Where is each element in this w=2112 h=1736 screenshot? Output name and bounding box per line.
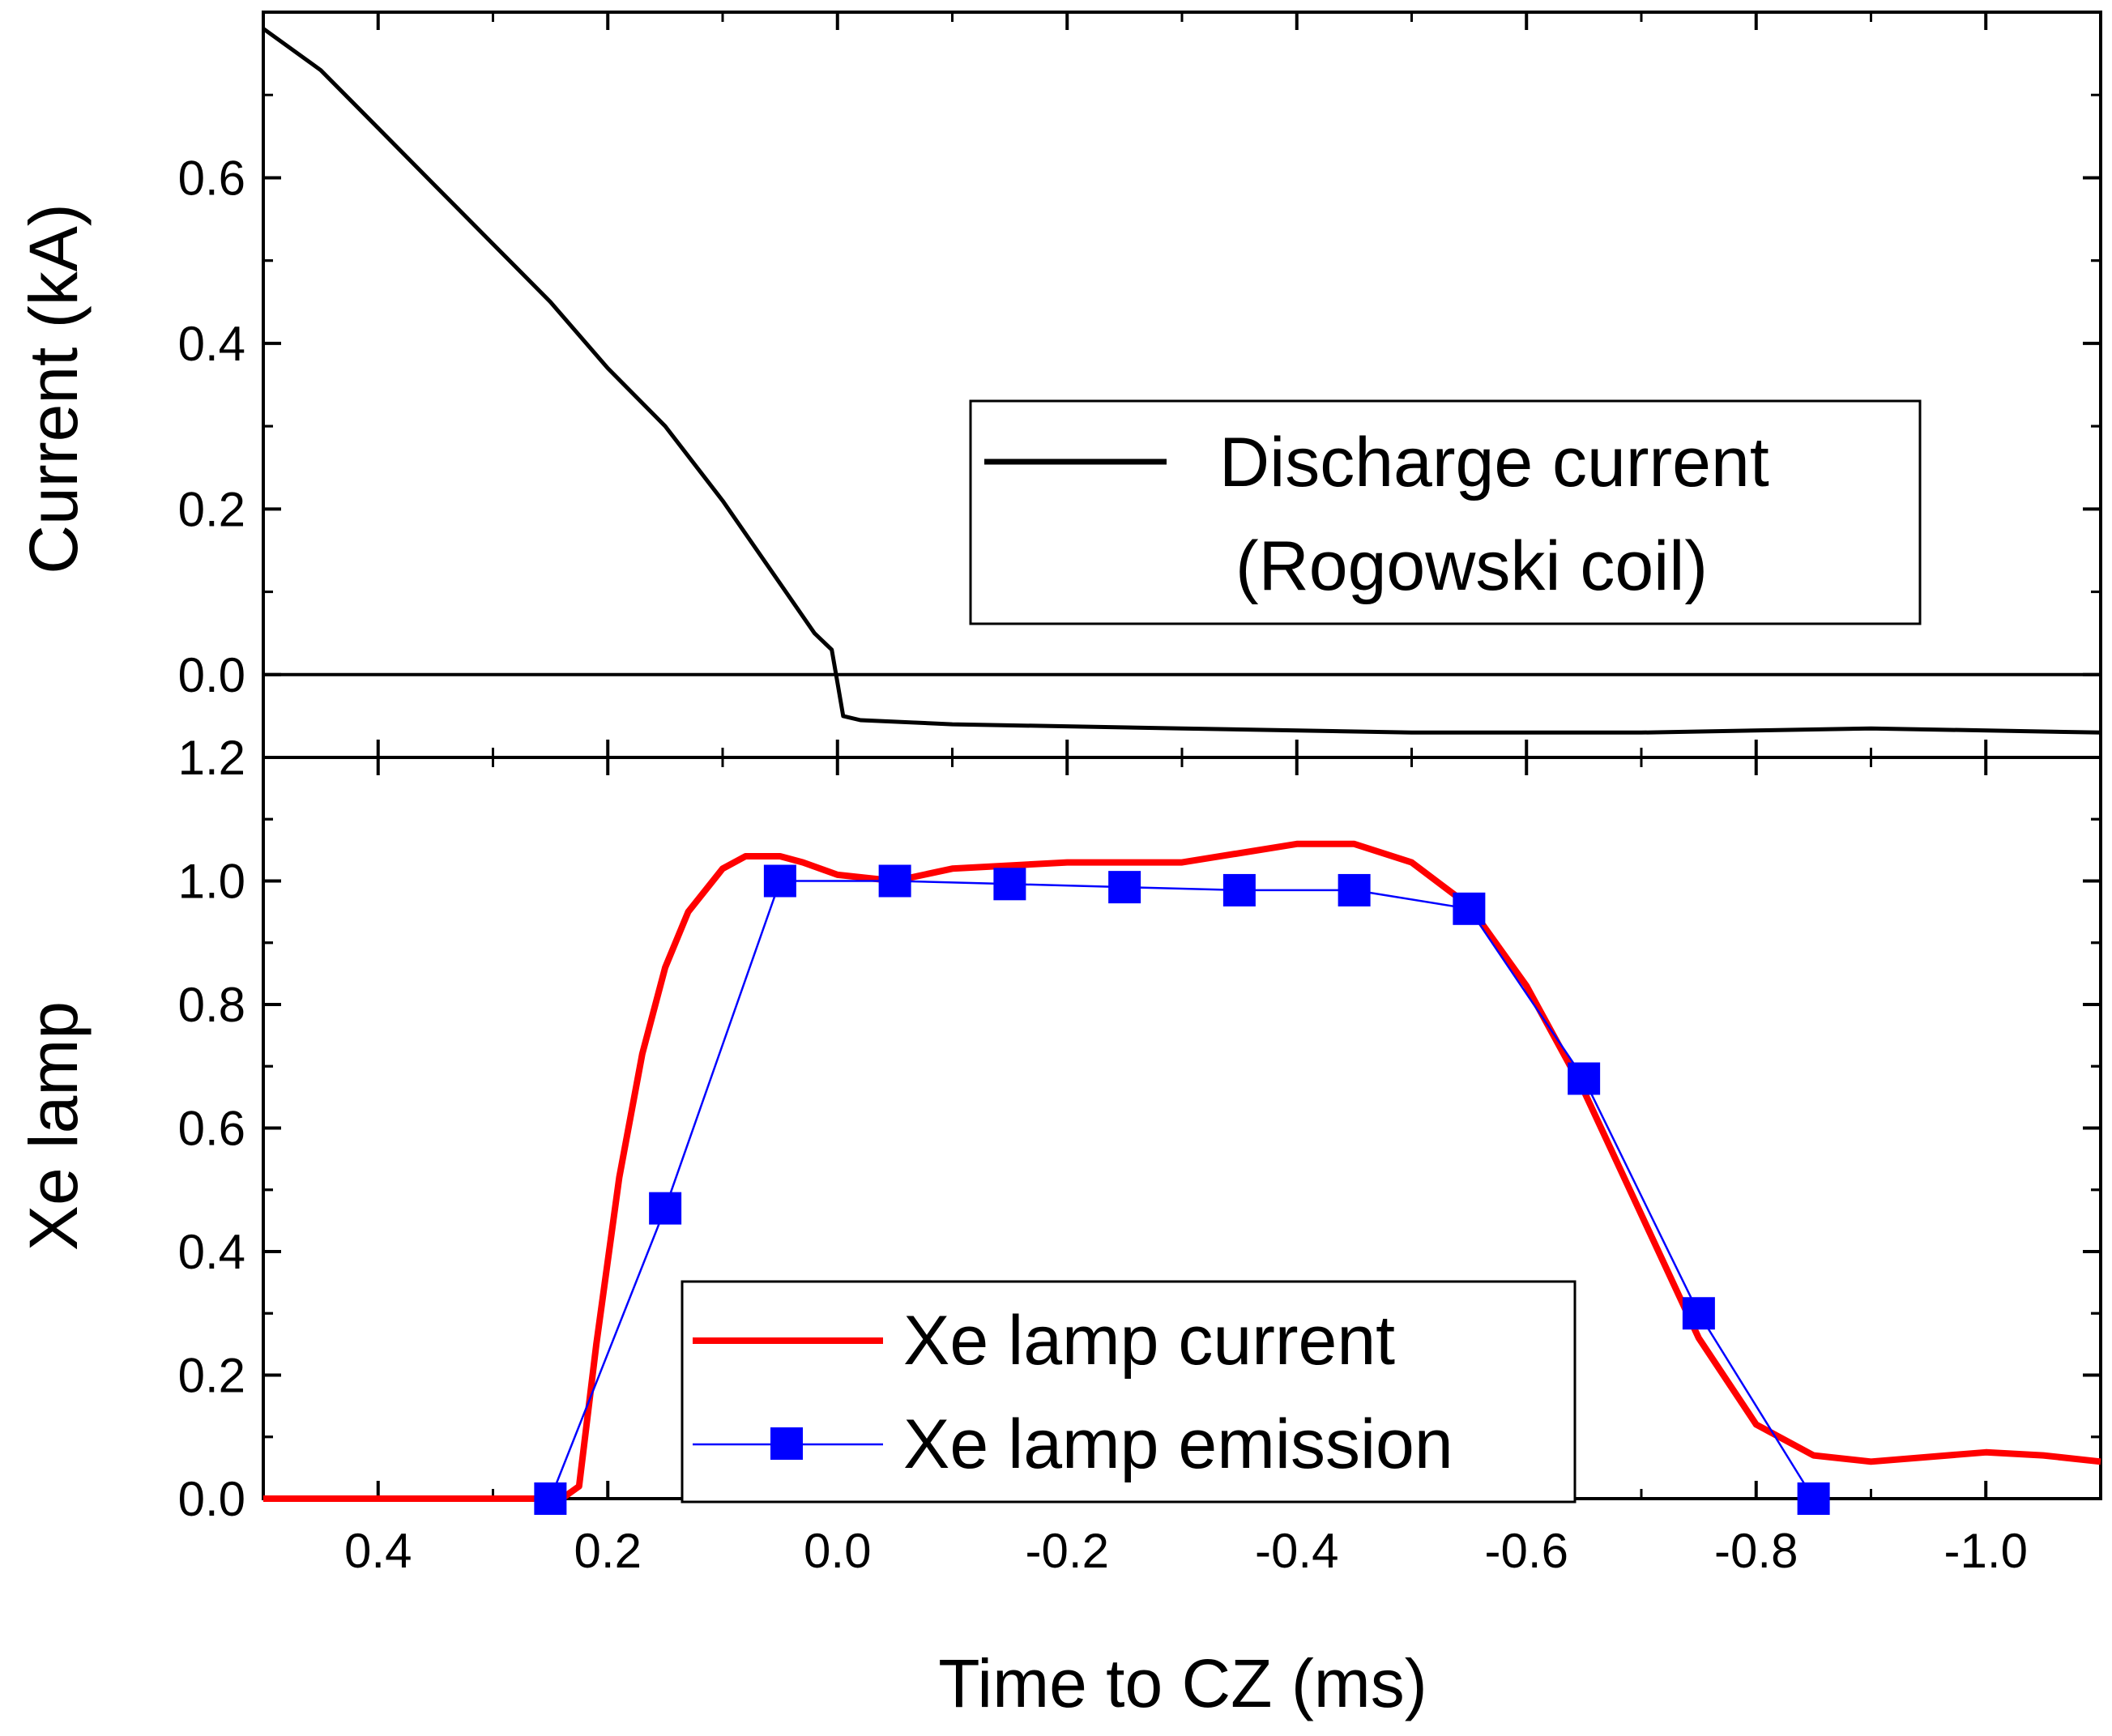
- panel-1-ytick-label: 0.0: [178, 648, 245, 702]
- xtick-label: 0.2: [574, 1524, 642, 1578]
- emission-marker: [1797, 1482, 1830, 1515]
- xtick-label: -0.4: [1255, 1524, 1338, 1578]
- legend-entry-xe-lamp-current: Xe lamp current: [903, 1302, 1395, 1380]
- emission-marker: [878, 864, 911, 898]
- legend-bottom: Xe lamp current Xe lamp emission: [681, 1280, 1577, 1504]
- legend-entry-discharge-current: Discharge current: [1219, 424, 1769, 501]
- series-line-1-0: [263, 840, 2101, 1502]
- legend-bottom-box: [681, 1280, 1577, 1504]
- top-y-axis-title: Current (kA): [15, 203, 92, 574]
- emission-marker: [534, 1482, 567, 1515]
- emission-marker: [1568, 1062, 1601, 1095]
- panel-2-ytick-label: 0.0: [178, 1472, 245, 1526]
- x-axis-title: Time to CZ (ms): [938, 1645, 1427, 1721]
- panel-2-ytick-label: 0.2: [178, 1349, 245, 1403]
- xtick-label: -0.2: [1026, 1524, 1109, 1578]
- emission-marker: [763, 864, 796, 898]
- panel-2-ytick-label: 0.8: [178, 978, 245, 1032]
- panel-1-ytick-label: 0.6: [178, 151, 245, 205]
- emission-marker: [1108, 871, 1141, 904]
- xtick-label: 0.0: [804, 1524, 871, 1578]
- xtick-label: -0.6: [1485, 1524, 1568, 1578]
- legend-top: Discharge current (Rogowski coil): [969, 399, 1922, 625]
- emission-marker: [1222, 873, 1256, 906]
- bottom-y-axis-title: Xe lamp: [15, 1001, 92, 1251]
- panel-1-ytick-label: 0.2: [178, 482, 245, 536]
- xtick-label: -0.8: [1714, 1524, 1798, 1578]
- emission-marker: [649, 1192, 682, 1225]
- legend-entry-xe-lamp-emission: Xe lamp emission: [903, 1405, 1453, 1483]
- top-panel: 0.0 0.2 0.4 0.6: [178, 11, 2102, 759]
- series-line-1-1: [549, 880, 1815, 1499]
- legend-entry-rogowski-coil: (Rogowski coil): [1235, 527, 1708, 605]
- emission-marker: [1453, 892, 1486, 925]
- emission-marker: [993, 868, 1026, 901]
- panel-2-ytick-label: 1.0: [178, 855, 245, 909]
- panel-2-ytick-label: 0.4: [178, 1225, 245, 1279]
- panel-2-ytick-label: 0.6: [178, 1102, 245, 1156]
- panel-2-ytick-label: 1.2: [178, 731, 245, 785]
- panel-1-frame: [262, 11, 2102, 759]
- legend-swatch-xe-lamp-emission-marker: [770, 1427, 803, 1460]
- series-line-0-0: [262, 27, 2101, 735]
- legend-top-box: [969, 399, 1922, 625]
- panel-1-ytick-label: 0.4: [178, 317, 245, 371]
- emission-marker: [1338, 873, 1371, 906]
- xtick-label: 0.4: [344, 1524, 412, 1578]
- emission-marker: [1682, 1297, 1715, 1330]
- xtick-label: -1.0: [1944, 1524, 2028, 1578]
